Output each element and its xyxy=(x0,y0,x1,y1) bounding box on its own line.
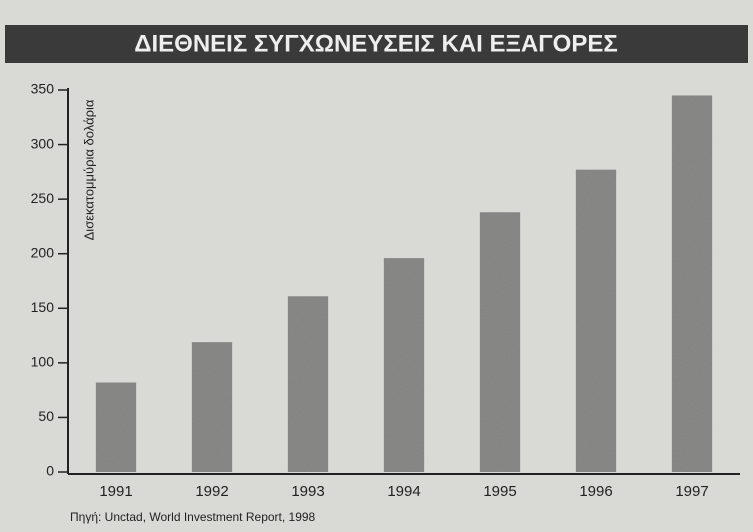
y-tick-label: 200 xyxy=(31,244,55,260)
bar xyxy=(479,212,521,473)
title-banner xyxy=(5,25,748,63)
bar xyxy=(383,258,425,472)
y-tick-label: 350 xyxy=(31,81,55,97)
y-tick-label: 150 xyxy=(31,299,55,315)
bar xyxy=(287,296,329,472)
chart-title: ΔΙΕΘΝΕΙΣ ΣΥΓΧΩΝΕΥΣΕΙΣ ΚΑΙ ΕΞΑΓΟΡΕΣ xyxy=(134,30,618,57)
bar xyxy=(95,382,137,472)
y-tick-label: 0 xyxy=(46,463,54,479)
x-tick-label: 1991 xyxy=(99,483,132,500)
y-axis-label: Δισεκατομμύρια δολάρια xyxy=(81,99,96,240)
bar xyxy=(671,95,713,472)
y-tick-label: 250 xyxy=(31,190,55,206)
bar xyxy=(575,169,617,472)
x-tick-label: 1992 xyxy=(195,483,228,500)
x-tick-label: 1994 xyxy=(387,483,420,500)
y-tick-label: 100 xyxy=(31,354,55,370)
source-note: Πηγή: Unctad, World Investment Report, 1… xyxy=(70,510,316,524)
x-tick-label: 1993 xyxy=(291,483,324,500)
x-tick-label: 1995 xyxy=(483,483,516,500)
x-tick-label: 1996 xyxy=(579,483,612,500)
bar xyxy=(191,342,233,472)
y-tick-label: 300 xyxy=(31,135,55,151)
y-tick-label: 50 xyxy=(38,408,54,424)
x-tick-label: 1997 xyxy=(675,483,708,500)
